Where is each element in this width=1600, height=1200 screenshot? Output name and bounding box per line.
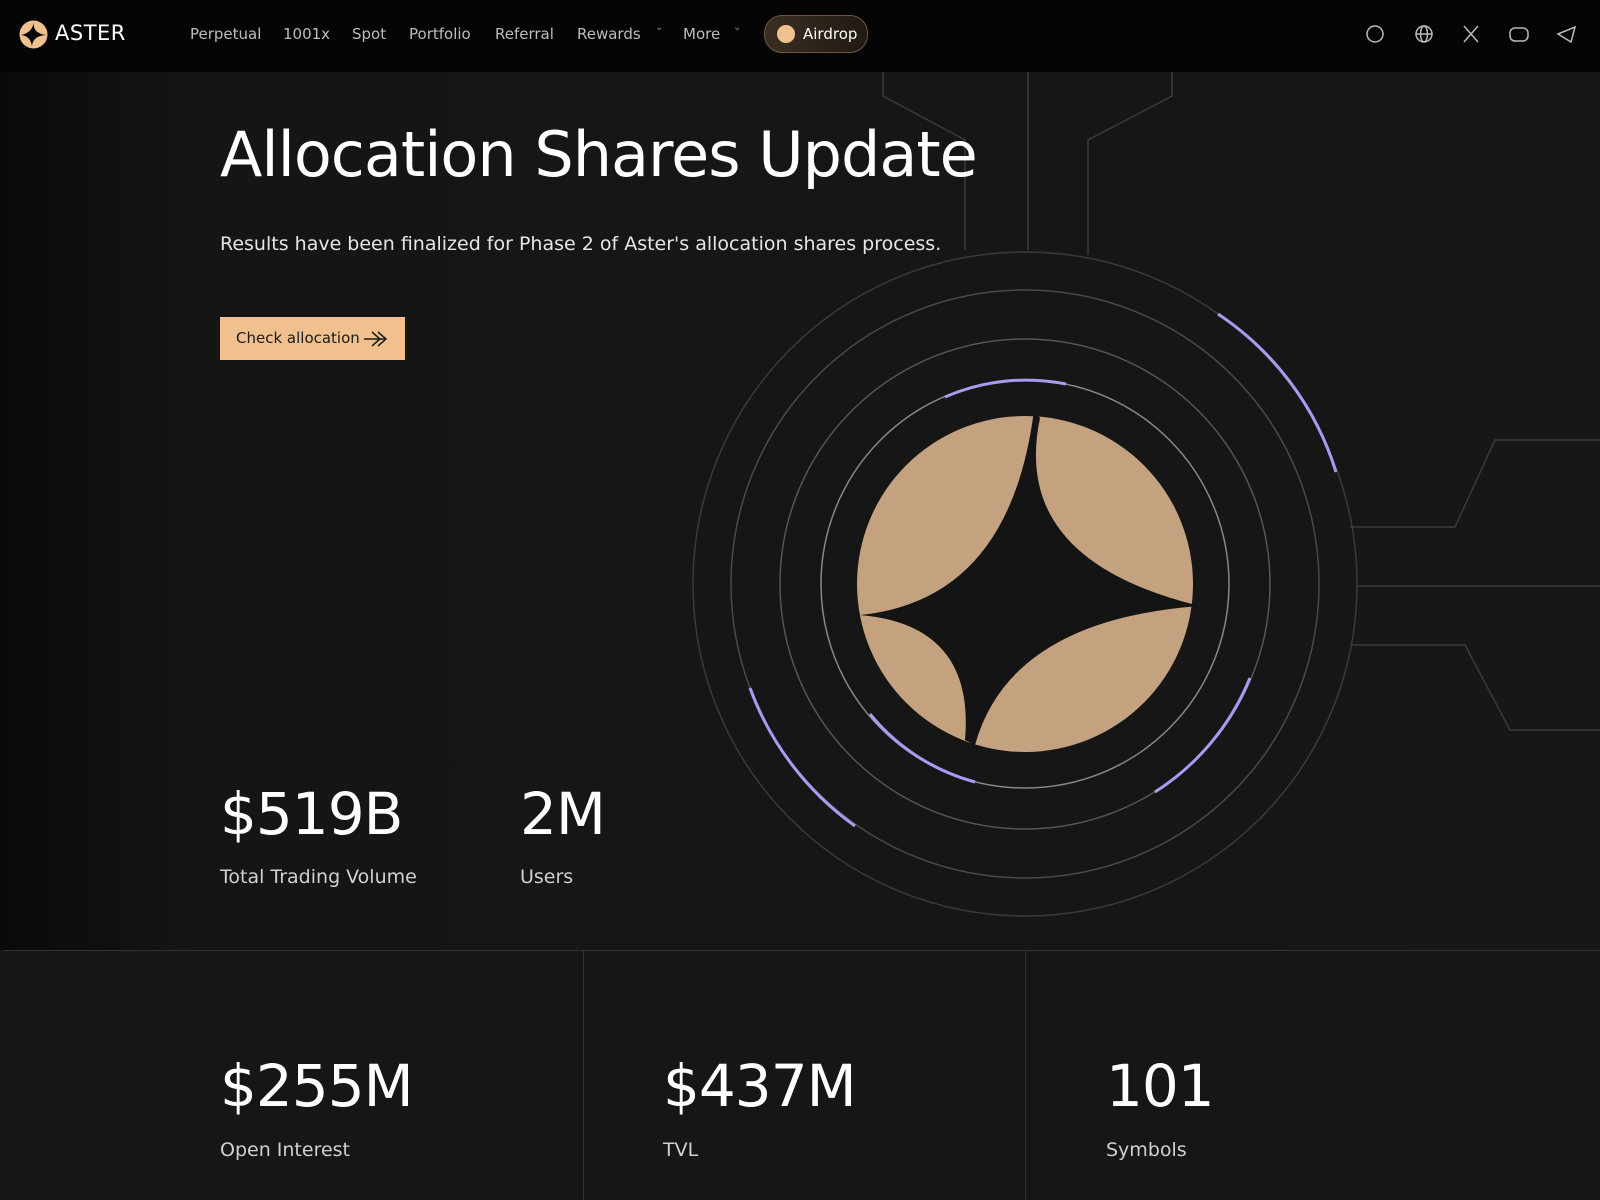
nav-item[interactable]: More <box>683 25 721 43</box>
check-allocation-button[interactable]: Check allocation <box>220 317 405 360</box>
divider <box>4 950 1600 951</box>
metric-label: Open Interest <box>220 1139 351 1161</box>
metric-value: $255M <box>220 1052 414 1120</box>
button-label: Check allocation <box>236 329 360 347</box>
nav-item[interactable]: 1001x <box>283 25 331 43</box>
stat-label: Users <box>520 866 574 888</box>
brand[interactable]: ASTER <box>55 21 126 45</box>
metric-value: $437M <box>663 1052 857 1120</box>
hero-title: Allocation Shares Update <box>220 118 978 191</box>
airdrop-icon <box>777 25 795 43</box>
metric-label: Symbols <box>1106 1139 1187 1161</box>
nav-item[interactable]: Rewards <box>577 25 641 43</box>
header: ASTER Perpetual 1001x Spot Portfolio Referra… <box>0 0 1600 72</box>
chevron: ⌄ <box>655 22 664 33</box>
stat-value: 2M <box>520 780 606 848</box>
nav-item[interactable]: Spot <box>352 25 387 43</box>
nav-item[interactable]: Perpetual <box>190 25 262 43</box>
airdrop-button[interactable]: Airdrop <box>764 15 868 53</box>
chevron: ⌄ <box>733 22 742 33</box>
logo[interactable] <box>19 20 48 49</box>
nav-item[interactable]: Portfolio <box>409 25 471 43</box>
stat-value: $519B <box>220 780 403 848</box>
divider <box>1025 950 1026 1200</box>
telegram-icon[interactable] <box>1556 25 1577 44</box>
globe-icon[interactable] <box>1415 25 1433 43</box>
stat-label: Total Trading Volume <box>220 866 417 888</box>
arrow-icon <box>364 331 388 347</box>
x-icon[interactable] <box>1463 25 1479 43</box>
metric-label: TVL <box>663 1139 699 1161</box>
discord-icon[interactable] <box>1509 27 1529 42</box>
social-icons <box>1366 25 1577 44</box>
nav-item[interactable]: Referral <box>495 25 554 43</box>
hero-background <box>0 0 1600 950</box>
icon-1[interactable] <box>1366 25 1384 43</box>
hero-graphic <box>692 0 1600 917</box>
airdrop-label: Airdrop <box>803 25 858 43</box>
metric-value: 101 <box>1106 1052 1215 1120</box>
divider <box>583 950 584 1200</box>
hero-subtitle: Results have been finalized for Phase 2 … <box>220 233 942 255</box>
